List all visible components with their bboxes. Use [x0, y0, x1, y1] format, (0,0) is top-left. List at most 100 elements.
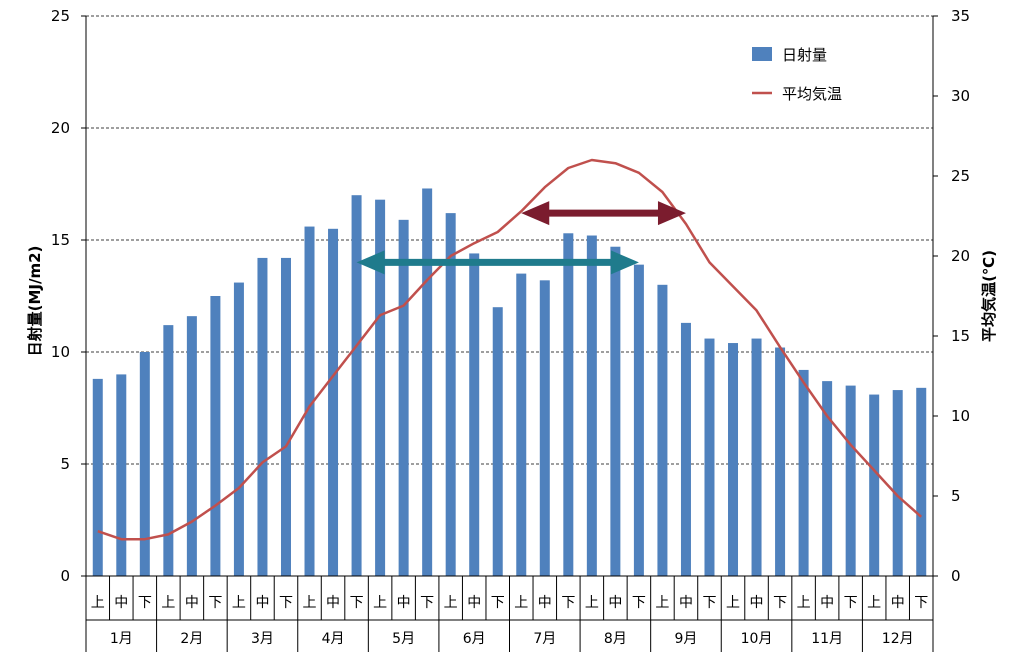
category-label-13: 中 [397, 595, 411, 611]
bar-31 [822, 381, 833, 576]
legend-label-avg-temperature: 平均気温 [782, 85, 842, 103]
y-right-tick-label-20: 20 [951, 247, 970, 265]
month-label-3: 3月 [251, 631, 274, 647]
month-label-5: 5月 [392, 631, 415, 647]
bar-2 [139, 352, 150, 576]
y-right-tick-label-0: 0 [951, 567, 961, 585]
legend-swatch-solar-radiation [752, 47, 772, 61]
bar-18 [516, 273, 527, 576]
month-label-4: 4月 [322, 631, 345, 647]
category-label-15: 上 [444, 595, 458, 611]
category-label-16: 中 [467, 595, 481, 611]
category-label-35: 下 [914, 595, 928, 611]
category-label-18: 上 [514, 595, 528, 611]
category-label-30: 上 [797, 595, 811, 611]
bar-10 [328, 228, 339, 577]
bar-14 [422, 188, 433, 577]
bar-13 [398, 219, 409, 576]
bar-8 [280, 257, 291, 576]
y-right-tick-label-30: 30 [951, 87, 970, 105]
category-label-23: 下 [632, 595, 646, 611]
bar-22 [610, 246, 621, 576]
bar-24 [657, 284, 668, 576]
bar-15 [445, 213, 456, 576]
y-right-tick-label-15: 15 [951, 327, 970, 345]
bar-series-solar-radiation [92, 188, 927, 577]
gridlines [86, 15, 933, 465]
bar-11 [351, 195, 362, 576]
bar-5 [210, 296, 221, 576]
temperature-line [97, 158, 923, 541]
category-label-3: 上 [161, 595, 175, 611]
arrow-0-head-left [356, 250, 385, 275]
y-left-tick-label-25: 25 [51, 7, 70, 25]
month-label-10: 10月 [741, 631, 773, 647]
category-label-1: 中 [114, 595, 128, 611]
category-label-25: 中 [679, 595, 693, 611]
bar-27 [728, 343, 739, 576]
bar-19 [539, 280, 550, 576]
category-label-11: 下 [350, 595, 364, 611]
category-label-27: 上 [726, 595, 740, 611]
y-left-tick-label-20: 20 [51, 119, 70, 137]
bar-17 [492, 307, 503, 576]
y-left-axis-title: 日射量(MJ/m2) [26, 246, 44, 357]
category-label-8: 下 [279, 595, 293, 611]
axes: 051015202505101520253035上中下上中下上中下上中下上中下上… [51, 7, 970, 652]
y-left-tick-label-5: 5 [60, 455, 70, 473]
bar-34 [892, 390, 903, 576]
category-label-14: 下 [420, 595, 434, 611]
category-label-10: 中 [326, 595, 340, 611]
category-label-0: 上 [91, 595, 105, 611]
y-right-tick-label-5: 5 [951, 487, 961, 505]
bar-9 [304, 226, 315, 576]
month-label-2: 2月 [180, 631, 203, 647]
category-label-32: 下 [844, 595, 858, 611]
bar-32 [845, 385, 856, 576]
arrow-0-head-right [610, 250, 639, 275]
bar-28 [751, 338, 762, 576]
month-label-8: 8月 [604, 631, 627, 647]
arrow-1-head-right [657, 201, 686, 226]
bar-23 [633, 264, 644, 576]
category-label-2: 下 [138, 595, 152, 611]
category-label-31: 中 [820, 595, 834, 611]
bar-7 [257, 257, 268, 576]
bar-12 [375, 199, 386, 576]
category-label-7: 中 [255, 595, 269, 611]
category-label-26: 下 [702, 595, 716, 611]
category-label-33: 上 [867, 595, 881, 611]
bar-26 [704, 338, 715, 576]
y-right-tick-label-35: 35 [951, 7, 970, 25]
category-label-34: 中 [891, 595, 905, 611]
annotation-arrows [356, 201, 686, 275]
bar-20 [563, 233, 574, 576]
legend: 日射量 平均気温 [752, 46, 842, 103]
category-label-9: 上 [303, 595, 317, 611]
bar-35 [916, 387, 927, 576]
category-label-6: 上 [232, 595, 246, 611]
y-right-tick-label-10: 10 [951, 407, 970, 425]
month-label-9: 9月 [674, 631, 697, 647]
y-left-tick-label-0: 0 [60, 567, 70, 585]
legend-label-solar-radiation: 日射量 [782, 46, 827, 64]
bar-30 [798, 369, 809, 576]
month-label-7: 7月 [533, 631, 556, 647]
month-label-6: 6月 [463, 631, 486, 647]
y-right-tick-label-25: 25 [951, 167, 970, 185]
bar-16 [469, 253, 480, 576]
arrow-1-head-left [521, 201, 550, 226]
bar-29 [775, 347, 786, 576]
category-label-12: 上 [373, 595, 387, 611]
category-label-19: 中 [538, 595, 552, 611]
month-label-12: 12月 [882, 631, 914, 647]
category-label-28: 中 [750, 595, 764, 611]
bar-1 [116, 374, 127, 576]
line-series-avg-temperature [97, 158, 923, 541]
y-left-tick-label-10: 10 [51, 343, 70, 361]
bar-25 [680, 322, 691, 576]
bar-3 [163, 325, 174, 576]
bar-4 [186, 316, 197, 576]
month-label-11: 11月 [811, 631, 843, 647]
